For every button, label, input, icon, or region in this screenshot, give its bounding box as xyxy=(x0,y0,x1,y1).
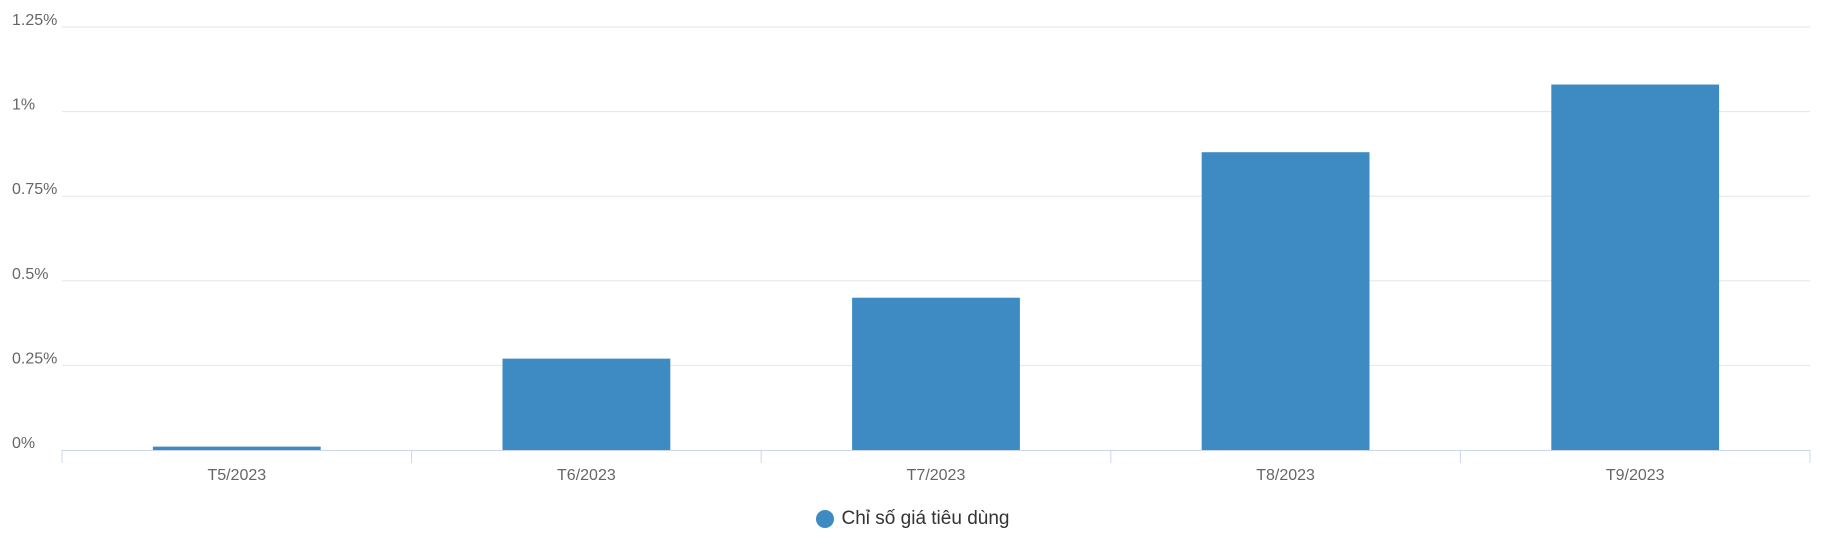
bars xyxy=(152,84,1720,450)
bar xyxy=(1201,152,1370,450)
legend: Chỉ số giá tiêu dùng xyxy=(0,508,1825,530)
bar-chart: 0% 0.25% 0.5% 0.75% 1% 1.25% T5/2023 T6/2023 T7… xyxy=(12,12,1811,484)
bar xyxy=(852,297,1020,450)
legend-marker-icon xyxy=(815,510,834,528)
legend-item[interactable]: Chỉ số giá tiêu dùng xyxy=(815,508,1010,530)
y-tick-label: 1% xyxy=(12,97,35,114)
x-tick-label: T9/2023 xyxy=(1606,467,1665,484)
y-tick-label: 0.5% xyxy=(12,266,48,283)
y-tick-label: 0% xyxy=(12,435,35,452)
x-tick-label: T5/2023 xyxy=(207,467,266,484)
y-tick-label: 0.25% xyxy=(12,350,57,367)
x-axis xyxy=(61,450,1811,463)
bar xyxy=(152,446,321,450)
bar xyxy=(502,358,671,450)
bar xyxy=(1551,84,1720,450)
y-tick-label: 0.75% xyxy=(12,181,57,198)
gridlines xyxy=(62,26,1810,366)
y-axis-ticks: 0% 0.25% 0.5% 0.75% 1% 1.25% xyxy=(12,12,57,452)
y-tick-label: 1.25% xyxy=(12,12,57,29)
x-tick-label: T6/2023 xyxy=(557,467,616,484)
x-tick-label: T7/2023 xyxy=(907,467,966,484)
x-axis-ticks: T5/2023 T6/2023 T7/2023 T8/2023 T9/2023 xyxy=(207,467,1664,484)
legend-label: Chỉ số giá tiêu dùng xyxy=(841,508,1010,529)
x-tick-label: T8/2023 xyxy=(1256,467,1315,484)
